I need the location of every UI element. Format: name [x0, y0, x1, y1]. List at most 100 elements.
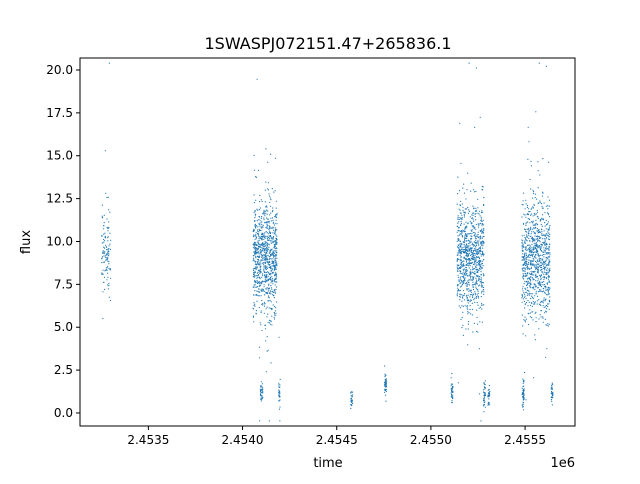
data-point	[548, 205, 550, 207]
data-point	[479, 261, 481, 263]
data-point	[541, 225, 544, 227]
data-point	[524, 214, 526, 216]
data-point	[548, 300, 551, 302]
data-point	[266, 287, 268, 289]
data-point	[275, 301, 278, 303]
data-point	[534, 334, 536, 336]
data-point	[526, 236, 528, 238]
data-point	[468, 290, 470, 292]
data-point	[526, 268, 528, 270]
data-point	[461, 248, 463, 250]
data-point	[473, 251, 475, 253]
data-point	[471, 256, 473, 258]
data-point	[472, 279, 474, 281]
data-point	[254, 303, 256, 305]
data-point	[463, 290, 465, 292]
data-point	[521, 259, 523, 261]
data-point	[461, 327, 463, 329]
y-tick-label: 15.0	[46, 149, 73, 163]
data-point	[263, 238, 265, 240]
data-point	[529, 276, 531, 279]
data-point	[257, 253, 259, 255]
data-point	[263, 209, 265, 211]
data-point	[104, 270, 106, 272]
data-point	[483, 392, 486, 394]
data-point	[257, 295, 259, 297]
data-point	[548, 214, 550, 216]
data-point	[539, 201, 541, 203]
data-point	[384, 375, 386, 377]
data-point	[268, 322, 271, 324]
data-point	[264, 201, 266, 203]
data-point	[268, 222, 270, 224]
data-point	[259, 207, 261, 209]
data-point	[108, 261, 110, 263]
data-point	[547, 282, 549, 284]
data-point	[527, 265, 529, 268]
data-point	[526, 264, 528, 266]
data-point	[541, 234, 543, 236]
data-point	[534, 256, 536, 258]
data-point	[255, 281, 257, 283]
data-point	[548, 161, 550, 163]
data-point	[263, 258, 266, 260]
data-point	[461, 246, 463, 249]
data-point	[551, 404, 554, 406]
data-point	[474, 261, 476, 263]
data-point	[521, 244, 523, 246]
data-point	[472, 278, 474, 280]
data-point	[264, 262, 266, 264]
data-point	[547, 262, 550, 264]
data-point	[385, 380, 387, 382]
data-point	[543, 260, 545, 262]
data-point	[273, 294, 275, 296]
data-point	[261, 274, 264, 276]
data-point	[467, 321, 470, 323]
data-point	[478, 240, 480, 242]
data-point	[541, 259, 543, 261]
data-point	[274, 232, 276, 234]
data-point	[540, 224, 542, 226]
data-point	[257, 243, 259, 245]
data-point	[471, 248, 473, 250]
data-point	[259, 390, 262, 392]
data-point	[482, 282, 484, 284]
data-point	[468, 248, 470, 250]
data-point	[256, 266, 258, 268]
data-point	[528, 244, 530, 246]
data-point	[254, 220, 256, 223]
data-point	[543, 261, 545, 263]
data-point	[267, 261, 269, 264]
data-point	[551, 400, 553, 402]
data-point	[530, 160, 532, 162]
data-point	[535, 280, 537, 282]
data-point	[469, 248, 471, 250]
data-point	[260, 226, 262, 228]
data-point	[523, 319, 525, 321]
data-point	[268, 292, 271, 294]
data-point	[262, 249, 264, 252]
data-point	[273, 261, 275, 263]
data-point	[463, 263, 465, 265]
x-tick-label: 2.4535	[127, 433, 169, 447]
data-point	[471, 261, 474, 263]
data-point	[263, 280, 265, 282]
data-point	[276, 243, 278, 245]
data-point	[107, 236, 109, 238]
data-point	[468, 264, 470, 266]
data-point	[450, 392, 452, 394]
data-point	[522, 204, 524, 206]
data-point	[261, 236, 264, 238]
data-point	[473, 268, 475, 270]
data-point	[458, 227, 460, 229]
data-point	[261, 273, 264, 275]
data-point	[530, 266, 533, 268]
data-point	[474, 292, 476, 295]
data-point	[476, 283, 478, 285]
data-point	[550, 396, 552, 399]
data-point	[530, 304, 532, 306]
data-point	[470, 313, 472, 315]
data-point	[544, 251, 546, 253]
data-point	[269, 201, 271, 203]
data-point	[480, 282, 482, 284]
